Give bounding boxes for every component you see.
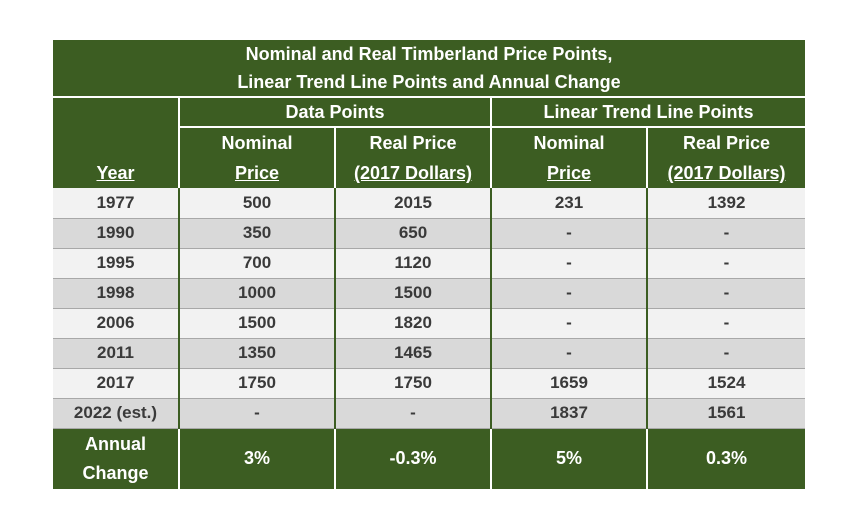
tl-nominal-cell: - <box>490 308 647 339</box>
year-cell: 2006 <box>53 308 179 339</box>
dp-nominal-cell: 1000 <box>178 278 335 309</box>
dp-nominal-cell: - <box>178 398 335 429</box>
trend-points-header: Linear Trend Line Points <box>489 97 806 128</box>
dp-nominal-cell: 700 <box>178 248 335 279</box>
year-cell: 2017 <box>53 368 179 399</box>
dp-nominal-cell: 350 <box>178 218 335 249</box>
tl-nominal-cell: - <box>490 218 647 249</box>
tl-real-cell: 1561 <box>645 398 806 429</box>
table-row: 2017 1750 1750 1659 1524 <box>53 368 806 399</box>
annual-change-row: Annual Change 3% -0.3% 5% 0.3% <box>53 428 806 489</box>
tl-nominal-cell: - <box>490 338 647 369</box>
dp-real-cell: 2015 <box>334 188 491 219</box>
table-row: 1977 500 2015 231 1392 <box>53 188 806 219</box>
year-header: Year <box>96 163 135 183</box>
dp-real-header: Real Price (2017 Dollars) <box>334 127 491 188</box>
dp-real-cell: 1120 <box>334 248 491 279</box>
dp-real-cell: 1750 <box>334 368 491 399</box>
dp-nominal-cell: 1750 <box>178 368 335 399</box>
table-title: Nominal and Real Timberland Price Points… <box>53 40 806 98</box>
dp-nominal-cell: 1500 <box>178 308 335 339</box>
dp-nominal-cell: 500 <box>178 188 335 219</box>
year-cell: 2011 <box>53 338 179 369</box>
tl-real-cell: - <box>645 248 806 279</box>
tl-real-cell: 1524 <box>645 368 806 399</box>
table-row: 1990 350 650 - - <box>53 218 806 249</box>
tl-nominal-header: Nominal Price <box>490 127 647 188</box>
tl-real-cell: - <box>645 218 806 249</box>
tl-nominal-cell: 231 <box>490 188 647 219</box>
tl-nominal-cell: 1837 <box>490 398 647 429</box>
annual-change-tl-real: 0.3% <box>645 428 806 489</box>
tl-real-cell: - <box>645 308 806 339</box>
dp-nominal-header: Nominal Price <box>178 127 335 188</box>
price-table: Nominal and Real Timberland Price Points… <box>53 40 806 489</box>
dp-real-cell: 650 <box>334 218 491 249</box>
annual-change-dp-real: -0.3% <box>334 428 491 489</box>
tl-nominal-cell: - <box>490 248 647 279</box>
dp-real-cell: - <box>334 398 491 429</box>
table-row: 2022 (est.) - - 1837 1561 <box>53 398 806 429</box>
tl-real-cell: - <box>645 278 806 309</box>
annual-change-dp-nominal: 3% <box>178 428 335 489</box>
table-title-line-1: Nominal and Real Timberland Price Points… <box>245 44 613 64</box>
tl-real-cell: 1392 <box>645 188 806 219</box>
year-cell: 1977 <box>53 188 179 219</box>
table-row: 1998 1000 1500 - - <box>53 278 806 309</box>
year-cell: 1998 <box>53 278 179 309</box>
dp-real-cell: 1820 <box>334 308 491 339</box>
annual-change-label: Annual Change <box>53 428 179 489</box>
tl-nominal-cell: 1659 <box>490 368 647 399</box>
table-row: 1995 700 1120 - - <box>53 248 806 279</box>
dp-real-cell: 1500 <box>334 278 491 309</box>
year-cell: 2022 (est.) <box>53 398 179 429</box>
year-cell: 1995 <box>53 248 179 279</box>
tl-real-cell: - <box>645 338 806 369</box>
tl-nominal-cell: - <box>490 278 647 309</box>
year-cell: 1990 <box>53 218 179 249</box>
dp-real-cell: 1465 <box>334 338 491 369</box>
dp-nominal-cell: 1350 <box>178 338 335 369</box>
data-points-header: Data Points <box>178 97 491 128</box>
table-row: 2011 1350 1465 - - <box>53 338 806 369</box>
annual-change-tl-nominal: 5% <box>490 428 647 489</box>
tl-real-header: Real Price (2017 Dollars) <box>645 127 806 188</box>
table-title-line-2: Linear Trend Line Points and Annual Chan… <box>237 72 621 92</box>
table-row: 2006 1500 1820 - - <box>53 308 806 339</box>
